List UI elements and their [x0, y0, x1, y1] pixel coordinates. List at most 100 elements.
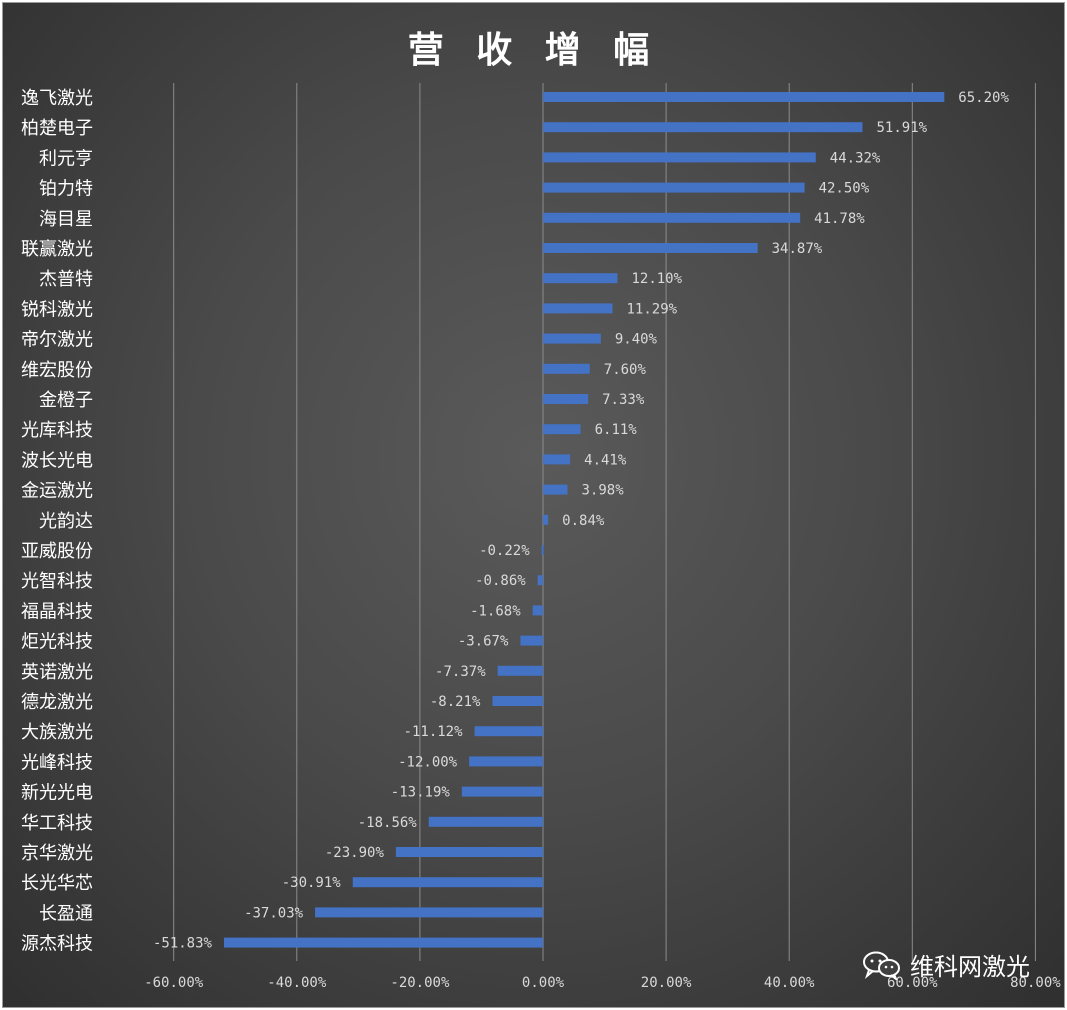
data-label: 44.32%	[830, 150, 881, 166]
watermark: 维科网激光	[862, 947, 1030, 982]
data-label: -12.00%	[398, 754, 458, 770]
data-label: -0.22%	[479, 543, 530, 559]
category-label: 光韵达	[39, 511, 93, 532]
bar	[543, 243, 758, 253]
bar	[543, 212, 801, 223]
gridlines	[173, 83, 1036, 961]
category-label: 长光华芯	[21, 873, 93, 894]
bar	[543, 363, 590, 374]
category-label: 逸飞激光	[21, 88, 93, 109]
bar	[352, 877, 543, 888]
x-tick-label: 20.00%	[641, 975, 692, 991]
data-label: 12.10%	[631, 271, 682, 287]
data-label: 11.29%	[626, 301, 677, 317]
bar-chart: 65.20% 51.91% 44.32% 42.50% 41.78% 34.87% 12.1…	[21, 83, 1061, 991]
category-label: 利元亨	[39, 148, 93, 169]
x-tick-label: 60.00%	[887, 975, 938, 991]
x-tick-label: -20.00%	[390, 975, 450, 991]
data-label: 42.50%	[819, 181, 870, 197]
bar	[537, 575, 543, 586]
category-label: 新光光电	[21, 783, 93, 804]
category-label: 帝尔激光	[21, 330, 93, 351]
bar	[543, 514, 549, 525]
bar	[223, 937, 544, 948]
category-label: 福晶科技	[21, 601, 93, 622]
category-label: 光库科技	[21, 420, 93, 441]
data-label: -3.67%	[458, 634, 509, 650]
category-label: 炬光科技	[21, 632, 93, 653]
data-label: 9.40%	[615, 332, 658, 348]
bar	[395, 847, 543, 857]
data-label: -30.91%	[282, 875, 342, 891]
data-label: -51.83%	[153, 936, 213, 952]
bar	[543, 122, 863, 133]
category-label: 金橙子	[39, 390, 93, 411]
category-label: 铂力特	[39, 179, 93, 200]
bar	[497, 665, 543, 676]
data-label: -1.68%	[470, 603, 521, 619]
wechat-icon	[863, 951, 900, 980]
bar	[543, 454, 571, 465]
data-label: 3.98%	[581, 483, 624, 499]
data-label: -8.21%	[430, 694, 481, 710]
data-label: -37.03%	[244, 905, 304, 921]
bar	[543, 394, 589, 404]
x-tick-label: -60.00%	[144, 975, 204, 991]
category-label: 联赢激光	[21, 238, 93, 260]
bar	[543, 333, 601, 344]
bar	[543, 152, 816, 163]
data-label: -0.86%	[475, 573, 526, 589]
bars	[223, 92, 945, 948]
data-label: 34.87%	[772, 241, 823, 257]
category-label: 德龙激光	[21, 692, 93, 713]
data-label: 6.11%	[595, 422, 638, 438]
x-tick-label: 0.00%	[522, 975, 565, 991]
data-label: 7.60%	[604, 362, 647, 378]
bar	[532, 605, 543, 616]
bar	[543, 182, 805, 193]
category-labels: 逸飞激光柏楚电子利元亨铂力特海目星联赢激光杰普特锐科激光帝尔激光维宏股份金橙子光…	[21, 88, 93, 955]
bar	[543, 92, 945, 102]
data-label: 4.41%	[584, 452, 627, 468]
category-label: 华工科技	[21, 813, 93, 834]
category-label: 光智科技	[21, 571, 93, 592]
bar	[492, 696, 543, 706]
category-label: 大族激光	[21, 722, 93, 743]
x-tick-label: -40.00%	[267, 975, 327, 991]
category-label: 柏楚电子	[21, 118, 93, 139]
bar	[520, 635, 543, 646]
data-label: -11.12%	[404, 724, 464, 740]
category-label: 维宏股份	[21, 360, 93, 381]
bar	[541, 545, 544, 555]
bar	[469, 756, 543, 767]
data-label: 7.33%	[602, 392, 645, 408]
data-labels: 65.20% 51.91% 44.32% 42.50% 41.78% 34.87% 12.1…	[153, 90, 1009, 952]
category-label: 英诺激光	[21, 662, 93, 683]
bar	[428, 816, 543, 827]
category-label: 杰普特	[39, 269, 93, 290]
x-tick-label: 40.00%	[764, 975, 815, 991]
bar	[543, 484, 568, 495]
data-label: 51.91%	[877, 120, 928, 136]
data-label: -7.37%	[435, 664, 486, 680]
data-label: -13.19%	[391, 785, 451, 801]
category-label: 锐科激光	[21, 299, 93, 320]
bar	[315, 907, 543, 918]
data-label: -18.56%	[358, 815, 418, 831]
category-label: 京华激光	[21, 843, 93, 864]
watermark-text: 维科网激光	[910, 953, 1030, 981]
bar	[461, 786, 543, 797]
x-tick-labels: -60.00% -40.00% -20.00% 0.00% 20.00% 40.00% 60…	[144, 975, 1061, 991]
bar	[543, 424, 581, 435]
data-label: -23.90%	[325, 845, 385, 861]
x-tick-label: 80.00%	[1010, 975, 1061, 991]
category-label: 波长光电	[21, 450, 93, 471]
category-label: 长盈通	[39, 903, 93, 924]
category-label: 金运激光	[21, 481, 93, 502]
category-label: 海目星	[39, 209, 93, 230]
category-label: 光峰科技	[21, 752, 93, 773]
data-label: 65.20%	[958, 90, 1009, 106]
chart-title: 营 收 增 幅	[407, 29, 660, 71]
bar	[543, 303, 613, 314]
